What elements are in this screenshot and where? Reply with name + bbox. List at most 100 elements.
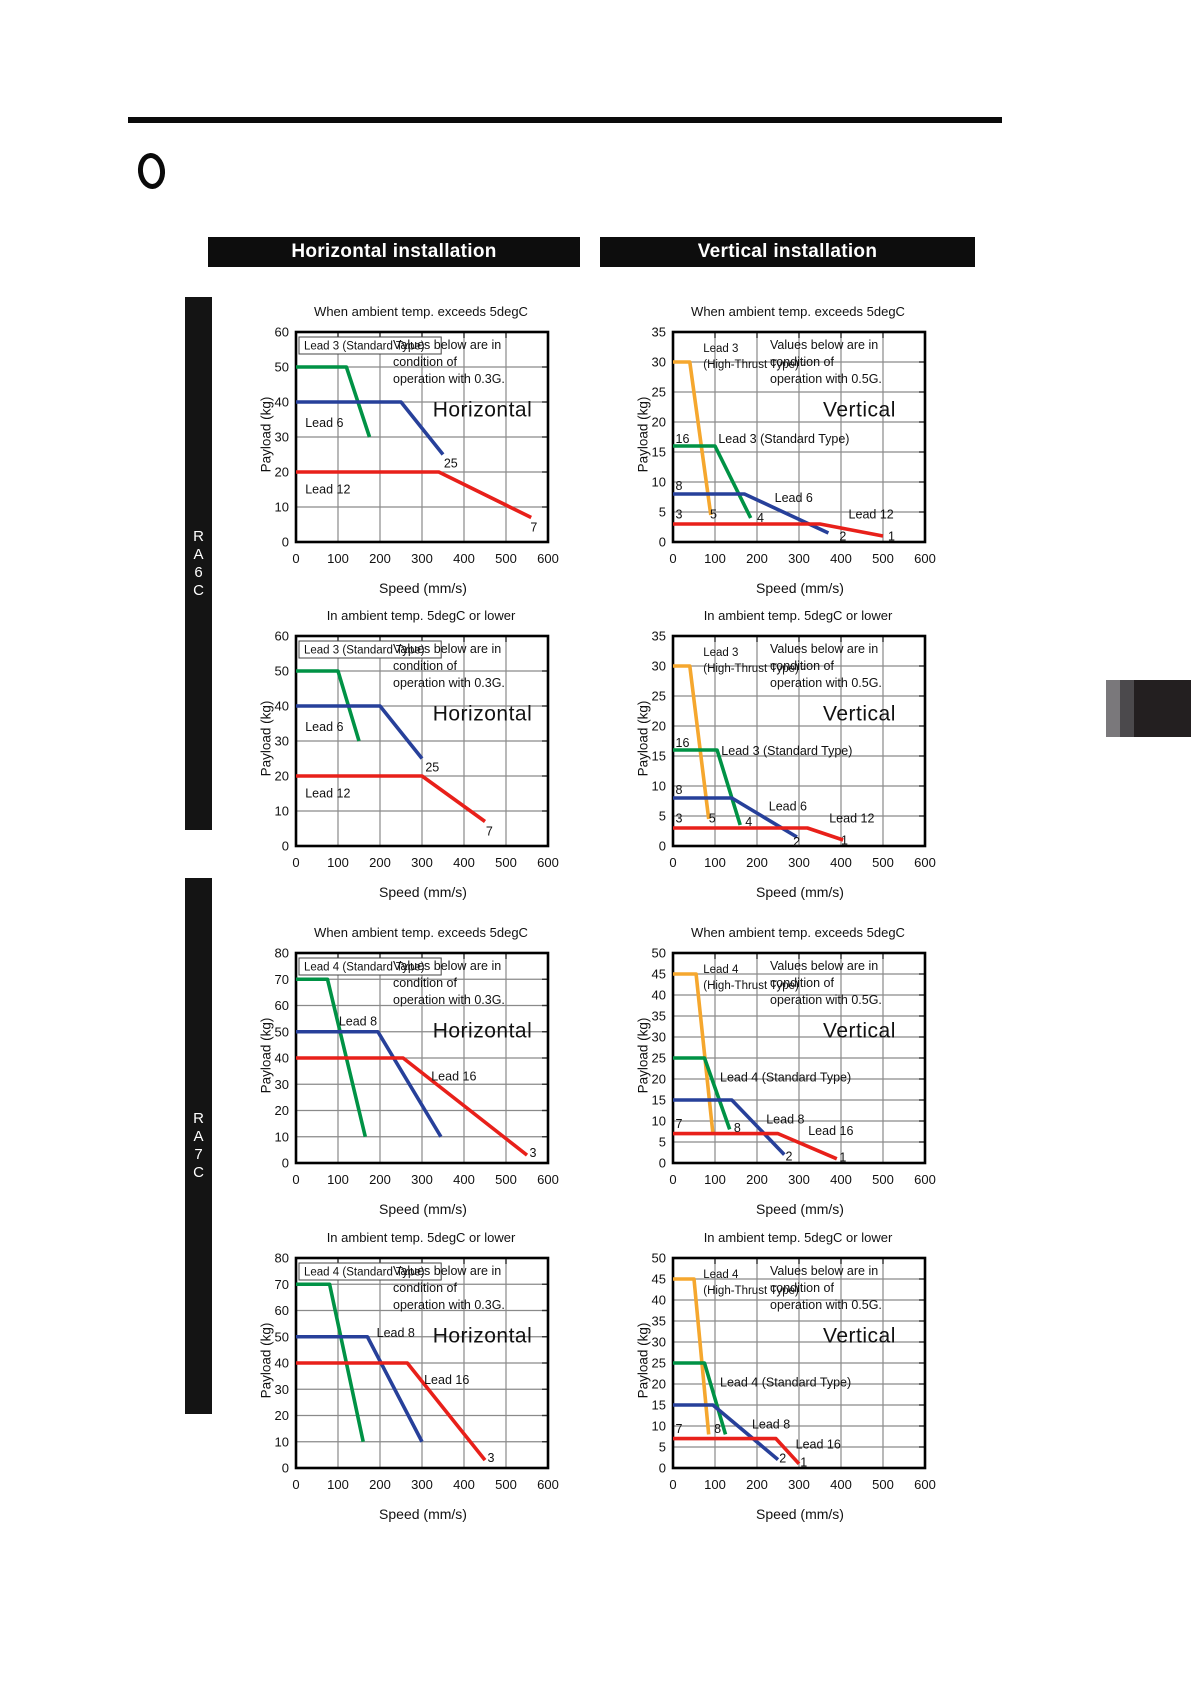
svg-text:200: 200 — [746, 1477, 768, 1492]
svg-text:Lead 8: Lead 8 — [752, 1418, 790, 1432]
header-vertical-installation: Vertical installation — [600, 237, 975, 267]
svg-text:Lead 4 (Standard Type): Lead 4 (Standard Type) — [304, 1267, 425, 1279]
svg-text:7: 7 — [676, 1422, 683, 1436]
svg-text:condition of: condition of — [393, 659, 457, 673]
svg-text:300: 300 — [411, 551, 433, 566]
svg-text:Lead 12: Lead 12 — [305, 787, 350, 801]
chart-ra7c-vertical-below5: In ambient temp. 5degC or lower 0 5 10 15 20 2… — [627, 1228, 939, 1522]
chart-ra7c-horizontal-below5: In ambient temp. 5degC or lower 0 10 20 30 40… — [250, 1228, 562, 1522]
svg-text:operation with 0.5G.: operation with 0.5G. — [770, 993, 882, 1007]
svg-text:10: 10 — [652, 779, 666, 794]
svg-text:30: 30 — [652, 1335, 666, 1350]
svg-text:16: 16 — [676, 432, 690, 446]
svg-text:15: 15 — [652, 1398, 666, 1413]
svg-text:(High-Thrust Type) -: (High-Thrust Type) - — [703, 359, 806, 371]
series-lead-3-high-thrust-type- — [673, 360, 713, 516]
chart-condition-title: When ambient temp. exceeds 5degC — [691, 304, 905, 319]
x-axis-label: Speed (mm/s) — [379, 1201, 467, 1217]
section-marker-icon — [136, 151, 167, 191]
svg-text:40: 40 — [275, 699, 289, 714]
svg-text:7: 7 — [486, 824, 493, 838]
svg-text:(High-Thrust Type) -: (High-Thrust Type) - — [703, 663, 806, 675]
svg-text:400: 400 — [830, 1477, 852, 1492]
svg-text:40: 40 — [275, 1356, 289, 1371]
chart-ra6c-vertical-below5: In ambient temp. 5degC or lower 0 5 10 15 20 2… — [627, 606, 939, 900]
svg-text:400: 400 — [453, 1477, 475, 1492]
svg-text:100: 100 — [704, 551, 726, 566]
chart-ra7c-vertical-above5: When ambient temp. exceeds 5degC 0 5 10 15 20… — [627, 923, 939, 1217]
svg-text:200: 200 — [369, 1172, 391, 1187]
svg-text:7: 7 — [676, 1117, 683, 1131]
svg-text:500: 500 — [872, 1477, 894, 1492]
svg-text:0: 0 — [282, 839, 289, 854]
svg-text:50: 50 — [652, 1251, 666, 1266]
svg-text:Lead 3 (Standard Type): Lead 3 (Standard Type) — [721, 744, 852, 758]
svg-text:400: 400 — [453, 1172, 475, 1187]
series-lead-12 — [296, 774, 487, 823]
svg-text:Values below are in: Values below are in — [770, 338, 878, 352]
svg-text:400: 400 — [830, 551, 852, 566]
svg-text:(High-Thrust Type): (High-Thrust Type) — [703, 980, 799, 992]
svg-text:8: 8 — [734, 1121, 741, 1135]
sidebar-letter: 7 — [194, 1146, 203, 1163]
svg-text:10: 10 — [275, 1434, 289, 1449]
svg-text:Lead 6: Lead 6 — [775, 491, 813, 505]
svg-text:300: 300 — [788, 855, 810, 870]
series-lead-4-standard-type- — [673, 1056, 732, 1130]
svg-text:condition of: condition of — [770, 1281, 834, 1295]
svg-text:Lead 4: Lead 4 — [703, 964, 739, 976]
svg-text:300: 300 — [788, 551, 810, 566]
svg-text:Vertical: Vertical — [823, 1020, 896, 1043]
svg-text:0: 0 — [669, 551, 676, 566]
svg-text:300: 300 — [411, 1172, 433, 1187]
svg-text:0: 0 — [659, 1156, 666, 1171]
svg-text:0: 0 — [292, 855, 299, 870]
svg-text:20: 20 — [275, 465, 289, 480]
svg-text:Lead 12: Lead 12 — [829, 811, 874, 825]
chart-plot: 0 10 20 30 40 50 60 70 80 0 100 200 300 400 500 600 Lead… — [275, 946, 559, 1188]
svg-text:8: 8 — [676, 783, 683, 797]
svg-text:70: 70 — [275, 972, 289, 987]
svg-text:0: 0 — [282, 535, 289, 550]
series-lead-8 — [296, 1029, 443, 1138]
svg-text:50: 50 — [275, 1329, 289, 1344]
svg-text:Lead 4: Lead 4 — [703, 1269, 739, 1281]
svg-text:1: 1 — [841, 834, 848, 848]
series-lead-8 — [296, 1334, 424, 1443]
svg-text:10: 10 — [652, 1114, 666, 1129]
svg-text:Lead 3: Lead 3 — [703, 647, 738, 659]
series-lead-4-standard-type- — [296, 1282, 365, 1443]
svg-text:Values below are in: Values below are in — [770, 959, 878, 973]
svg-text:10: 10 — [652, 475, 666, 490]
svg-text:Lead 16: Lead 16 — [808, 1124, 853, 1138]
svg-text:50: 50 — [652, 946, 666, 961]
svg-text:30: 30 — [652, 355, 666, 370]
chart-ra6c-vertical-above5: When ambient temp. exceeds 5degC 0 5 10 15 20… — [627, 302, 939, 596]
svg-text:0: 0 — [292, 551, 299, 566]
svg-text:Lead 3 (Standard Type): Lead 3 (Standard Type) — [718, 432, 849, 446]
svg-text:20: 20 — [652, 719, 666, 734]
svg-text:25: 25 — [652, 1051, 666, 1066]
svg-text:Lead 16: Lead 16 — [424, 1373, 469, 1387]
svg-text:200: 200 — [746, 855, 768, 870]
svg-text:300: 300 — [411, 855, 433, 870]
svg-text:30: 30 — [275, 430, 289, 445]
svg-text:600: 600 — [537, 551, 559, 566]
svg-text:2: 2 — [793, 835, 800, 849]
svg-text:400: 400 — [453, 551, 475, 566]
svg-text:400: 400 — [830, 855, 852, 870]
svg-text:Lead 8: Lead 8 — [377, 1326, 415, 1340]
svg-text:200: 200 — [369, 1477, 391, 1492]
svg-text:Values below are in: Values below are in — [393, 642, 501, 656]
svg-text:3: 3 — [676, 507, 683, 521]
svg-text:500: 500 — [495, 855, 517, 870]
svg-text:500: 500 — [495, 551, 517, 566]
svg-text:200: 200 — [746, 1172, 768, 1187]
series-lead-6 — [673, 492, 830, 535]
y-axis-label: Payload (kg) — [635, 1322, 651, 1399]
svg-text:condition of: condition of — [770, 976, 834, 990]
svg-text:Lead 4 (Standard Type): Lead 4 (Standard Type) — [304, 962, 425, 974]
svg-text:3: 3 — [488, 1451, 495, 1465]
x-axis-label: Speed (mm/s) — [756, 884, 844, 900]
